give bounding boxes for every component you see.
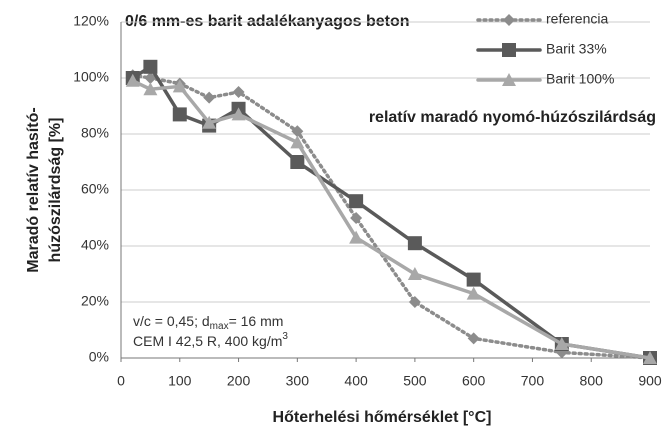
x-tick-label: 500 <box>403 373 427 389</box>
y-tick-label: 20% <box>81 293 109 309</box>
y-tick-label: 60% <box>81 181 109 197</box>
y-tick-label: 80% <box>81 125 109 141</box>
marker <box>349 194 364 209</box>
x-axis-label: Hőterhelési hőmérséklet [°C] <box>273 409 492 426</box>
y-axis-label-line: Maradó relatív hasító- <box>25 107 42 272</box>
marker <box>466 286 481 300</box>
x-tick-label: 900 <box>638 373 662 389</box>
x-tick-label: 0 <box>117 373 125 389</box>
x-tick-label: 400 <box>344 373 368 389</box>
legend-marker <box>503 14 515 26</box>
annotation: relatív maradó nyomó-húzószilárdság <box>369 109 656 126</box>
marker <box>143 82 158 96</box>
note-part: v/c = 0,45; d <box>133 313 210 329</box>
marker <box>202 115 217 129</box>
marker <box>172 79 187 93</box>
y-tick-label: 0% <box>89 349 109 365</box>
marker <box>643 351 657 364</box>
x-tick-label: 700 <box>521 373 545 389</box>
marker <box>290 155 305 169</box>
y-tick-label: 100% <box>73 69 109 85</box>
legend-label: Barit 33% <box>546 41 607 57</box>
note-part: 3 <box>282 331 288 342</box>
legend-marker <box>502 73 516 86</box>
y-tick-label: 120% <box>73 13 109 29</box>
marker <box>350 212 363 224</box>
legend-label: Barit 100% <box>546 71 614 87</box>
marker <box>408 296 421 308</box>
marker <box>143 59 158 74</box>
marker <box>144 72 157 84</box>
marker <box>125 73 140 87</box>
y-axis-label-line: húzószilárdság [%] <box>47 118 64 263</box>
marker <box>291 125 304 138</box>
note-part: CEM I 42,5 R, 400 kg/m <box>133 333 282 349</box>
marker <box>349 230 364 244</box>
marker <box>407 236 422 251</box>
legend-label: referencia <box>546 11 608 27</box>
y-tick-label: 40% <box>81 237 109 253</box>
note-part: max <box>210 321 229 332</box>
x-tick-label: 800 <box>580 373 604 389</box>
note: CEM I 42,5 R, 400 kg/m3 <box>133 331 288 349</box>
x-tick-label: 600 <box>462 373 486 389</box>
marker <box>203 91 216 104</box>
y-axis-label: Maradó relatív hasító- húzószilárdság [%… <box>25 107 64 272</box>
marker <box>290 135 305 149</box>
legend-marker <box>502 43 516 57</box>
note-part: = 16 mm <box>229 313 284 329</box>
marker <box>466 272 481 287</box>
x-tick-label: 200 <box>227 373 251 389</box>
x-tick-label: 300 <box>286 373 310 389</box>
marker <box>231 107 246 121</box>
marker <box>467 332 480 345</box>
marker <box>407 267 422 280</box>
marker <box>172 107 187 122</box>
marker <box>232 86 245 98</box>
x-tick-label: 100 <box>168 373 192 389</box>
marker <box>554 337 569 350</box>
note: v/c = 0,45; dmax= 16 mm <box>133 313 283 332</box>
